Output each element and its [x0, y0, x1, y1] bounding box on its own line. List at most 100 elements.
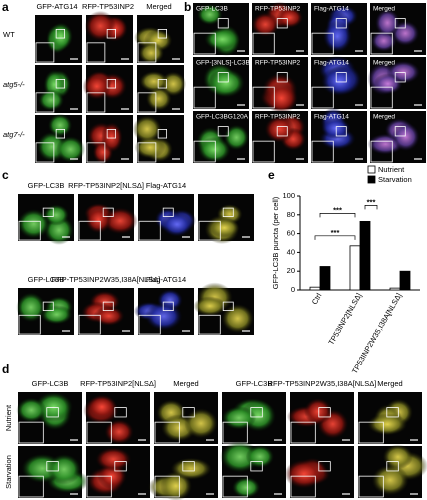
cell	[208, 68, 245, 98]
cell	[322, 20, 352, 53]
cell	[86, 394, 118, 420]
roi-box	[386, 407, 399, 418]
y-axis-title: GFP-LC3B puncta (per cell)	[271, 196, 280, 289]
inset-box	[193, 86, 216, 109]
legend-swatch	[367, 165, 376, 174]
roi-box	[157, 128, 168, 139]
y-tick-label: 80	[287, 210, 295, 219]
roi-box	[318, 407, 331, 418]
roi-box	[217, 18, 229, 29]
panel-letter: e	[268, 168, 275, 182]
cell	[391, 122, 420, 152]
cell	[209, 217, 240, 238]
micrograph	[132, 115, 184, 163]
y-tick-label: 0	[291, 285, 295, 294]
micrograph	[82, 65, 133, 113]
micrograph	[86, 446, 150, 498]
micrograph	[221, 392, 286, 444]
inset-box	[35, 42, 55, 63]
roi-box	[276, 18, 288, 29]
cell	[16, 397, 47, 423]
bar	[399, 270, 411, 291]
channel-label: Merged	[373, 114, 395, 121]
column-header: GFP-LC3B	[28, 275, 65, 284]
cell	[193, 296, 227, 316]
cell	[198, 136, 231, 163]
inset-box	[290, 421, 316, 444]
micrograph	[358, 444, 427, 498]
inset-box	[18, 220, 41, 241]
y-tick-label: 40	[287, 247, 295, 256]
micrograph	[193, 111, 249, 163]
micrograph	[193, 57, 249, 109]
roi-box	[182, 461, 195, 472]
cell	[276, 7, 304, 29]
row-label: WT	[3, 30, 15, 39]
significance-label: ***	[367, 197, 376, 206]
micrograph	[17, 194, 74, 245]
cell	[95, 447, 132, 472]
column-header: RFP-TP53INP2W35,I38A[NLSΔ]	[268, 379, 377, 388]
row-label: atg7-/-	[3, 130, 25, 139]
roi-box	[318, 461, 331, 472]
roi-box	[55, 79, 66, 89]
inset-box	[370, 86, 393, 109]
inset-box	[35, 142, 55, 163]
roi-box	[114, 407, 127, 418]
column-header: RFP-TP53INP2	[82, 2, 134, 11]
channel-label: RFP-TP53INP2	[255, 60, 301, 67]
column-header: RFP-TP53INP2[NLSΔ]	[68, 181, 144, 190]
channel-label: RFP-TP53INP2	[255, 114, 301, 121]
cell	[144, 301, 183, 331]
cell	[231, 477, 261, 499]
inset-box	[18, 314, 41, 335]
channel-label: Flag-ATG14	[314, 114, 349, 121]
inset-box	[370, 32, 393, 55]
roi-box	[394, 18, 406, 29]
cell	[134, 136, 166, 159]
roi-box	[162, 207, 174, 217]
bar	[349, 245, 361, 291]
legend-swatch	[367, 175, 376, 184]
micrograph	[18, 446, 90, 498]
panel-letter: c	[2, 168, 9, 182]
cell	[245, 445, 275, 469]
cell	[320, 66, 358, 97]
micrograph	[138, 194, 197, 241]
y-tick-label: 60	[287, 229, 295, 238]
cell	[264, 82, 299, 114]
inset-box	[154, 421, 180, 444]
roi-box	[55, 28, 66, 39]
cell	[371, 464, 409, 496]
inset-box	[138, 220, 161, 241]
inset-box	[311, 140, 334, 163]
micrograph	[286, 392, 354, 444]
roi-box	[335, 126, 347, 137]
roi-box	[276, 72, 288, 83]
inset-box	[86, 142, 106, 163]
micrograph	[370, 3, 426, 55]
roi-box	[157, 79, 168, 89]
inset-box	[198, 314, 221, 335]
cell	[132, 115, 162, 143]
cell	[49, 22, 73, 51]
micrograph	[137, 65, 187, 113]
micrograph	[311, 107, 367, 163]
channel-label: Flag-ATG14	[314, 6, 349, 13]
inset-box	[78, 220, 101, 241]
cell	[102, 207, 138, 235]
row-label: Starvation	[4, 455, 13, 489]
cell	[196, 4, 223, 26]
inset-box	[154, 475, 180, 498]
column-header: GFP-LC3B	[28, 181, 65, 190]
column-header: Merged	[146, 2, 171, 11]
roi-box	[250, 461, 263, 472]
panel-letter: d	[2, 362, 9, 376]
cell	[204, 28, 241, 51]
roi-box	[106, 28, 117, 39]
micrograph	[252, 57, 308, 114]
column-header: Flag-ATG14	[146, 181, 186, 190]
inset-box	[358, 475, 384, 498]
inset-box	[252, 86, 275, 109]
